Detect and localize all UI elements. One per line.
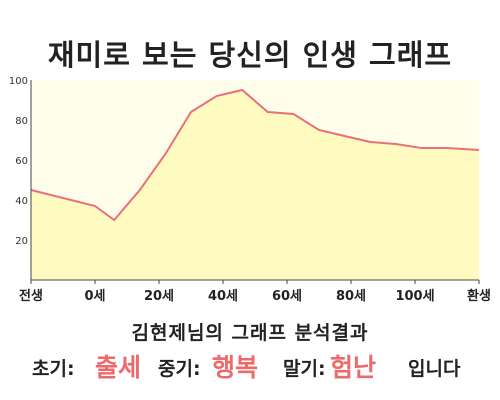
y-tick-label: 60 <box>15 156 28 167</box>
analysis-result: 초기: 출세 중기: 행복 말기: 험난 입니다 <box>0 346 500 382</box>
life-area-fill <box>31 90 479 280</box>
middle-stage-value: 행복 <box>212 353 259 382</box>
y-axis-ticks: 100 80 60 40 20 <box>9 76 28 247</box>
x-tick-label: 20세 <box>144 289 174 304</box>
x-tick-label: 40세 <box>208 289 238 304</box>
x-axis-ticks: 전생 0세 20세 40세 60세 80세 100세 환생 <box>19 280 491 304</box>
y-tick-label: 20 <box>15 236 28 247</box>
x-tick-label: 0세 <box>84 289 105 304</box>
life-line <box>30 88 480 222</box>
early-stage-label: 초기: <box>32 358 75 380</box>
late-stage-label: 말기: <box>283 358 326 380</box>
early-stage-value: 출세 <box>95 353 142 382</box>
x-tick-label: 환생 <box>467 288 491 304</box>
x-tick-label: 100세 <box>395 289 434 304</box>
x-tick-label: 전생 <box>19 288 43 304</box>
y-tick-label: 80 <box>15 116 28 127</box>
middle-stage-label: 중기: <box>158 358 201 380</box>
y-tick-label: 40 <box>15 196 28 207</box>
life-graph-chart: 100 80 60 40 20 전생 0세 20세 40세 60세 80세 100세 환생 <box>9 76 491 304</box>
chart-title: 재미로 보는 당신의 인생 그래프 <box>47 38 453 72</box>
analysis-caption: 김현제님의 그래프 분석결과 <box>131 322 369 344</box>
late-stage-value: 험난 <box>330 353 377 382</box>
ending-text: 입니다 <box>408 358 461 380</box>
y-tick-label: 100 <box>9 76 28 87</box>
x-tick-label: 80세 <box>336 289 366 304</box>
x-tick-label: 60세 <box>272 289 302 304</box>
